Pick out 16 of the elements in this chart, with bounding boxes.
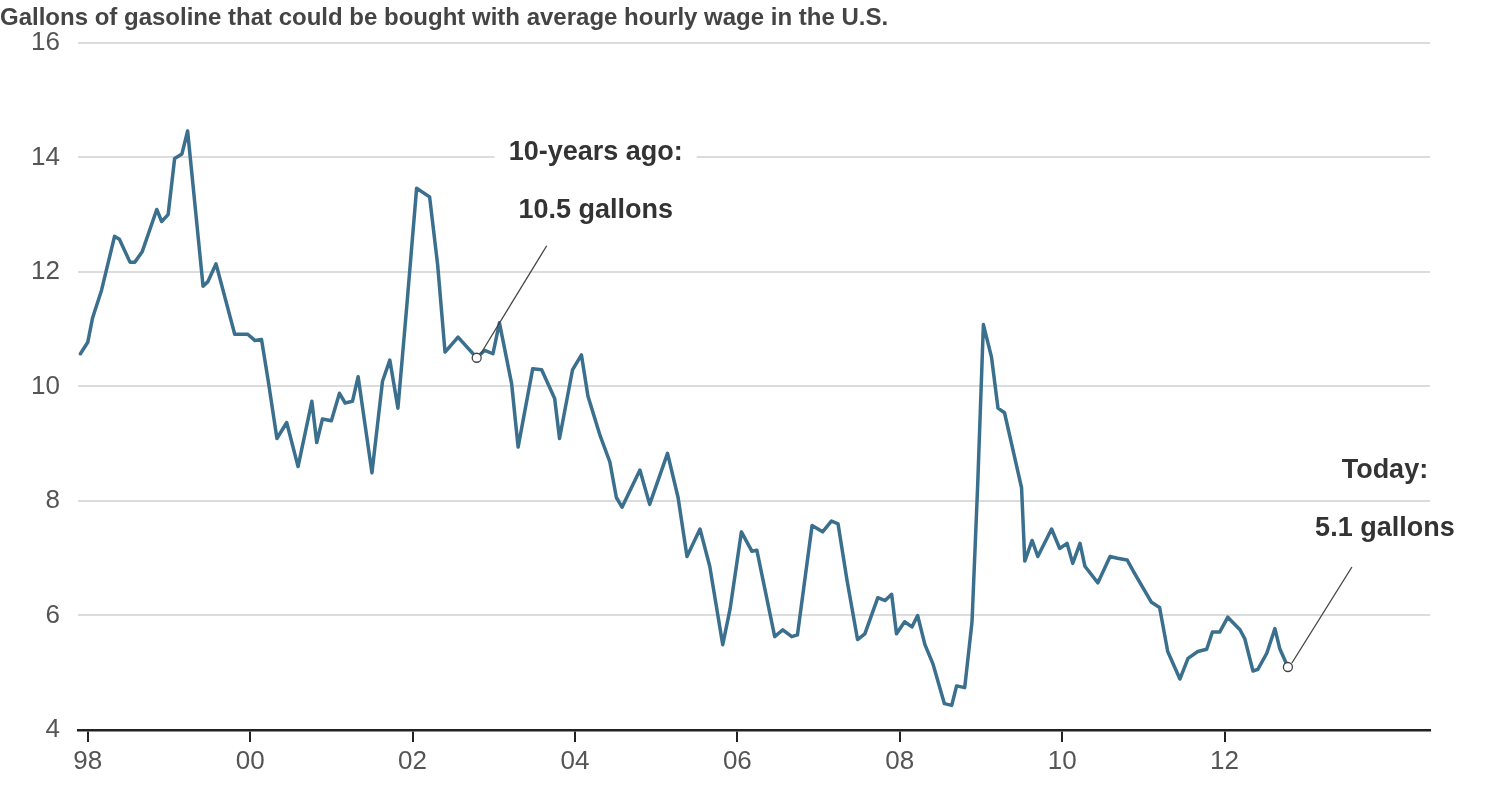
- x-tick-label: 10: [1047, 744, 1077, 775]
- annotation: Today: 5.1 gallons: [1315, 454, 1455, 543]
- x-tick-label: 12: [1210, 744, 1240, 775]
- y-tick-label: 14: [31, 140, 60, 171]
- x-tick-label: 00: [235, 744, 265, 775]
- annotation: 10-years ago: 10.5 gallons: [508, 136, 683, 225]
- x-tick-label: 02: [398, 744, 428, 775]
- x-tick-label: 98: [73, 744, 103, 775]
- y-tick-label: 8: [45, 484, 60, 515]
- y-tick-label: 12: [31, 255, 60, 286]
- x-tick-label: 08: [885, 744, 915, 775]
- x-tick-label: 06: [722, 744, 752, 775]
- y-tick-label: 10: [31, 369, 60, 400]
- y-tick-label: 4: [45, 713, 60, 744]
- x-tick-label: 04: [560, 744, 590, 775]
- y-tick-label: 6: [45, 598, 60, 629]
